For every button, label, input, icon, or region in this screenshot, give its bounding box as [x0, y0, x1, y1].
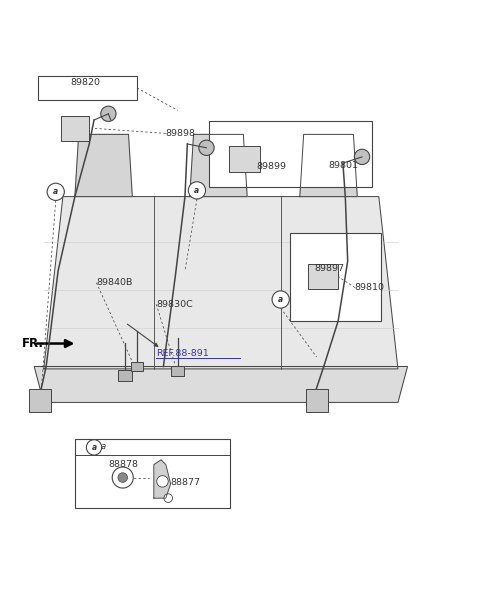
- Bar: [29, 389, 51, 412]
- Bar: [38, 75, 137, 101]
- Text: a: a: [92, 443, 96, 452]
- Bar: [229, 146, 260, 173]
- Circle shape: [354, 149, 370, 165]
- Text: 89801: 89801: [328, 161, 359, 170]
- Polygon shape: [154, 460, 170, 498]
- Text: 89897: 89897: [314, 264, 344, 273]
- Text: 89898: 89898: [166, 129, 196, 138]
- Circle shape: [47, 183, 64, 201]
- Bar: [306, 389, 327, 412]
- Circle shape: [118, 473, 128, 482]
- Bar: [209, 122, 372, 187]
- Bar: [171, 365, 184, 376]
- Polygon shape: [190, 134, 247, 196]
- Circle shape: [101, 106, 116, 122]
- Circle shape: [272, 291, 289, 308]
- Polygon shape: [34, 367, 408, 403]
- Text: a: a: [101, 443, 106, 452]
- Polygon shape: [44, 196, 398, 369]
- Bar: [308, 264, 337, 289]
- Text: 89899: 89899: [257, 162, 287, 171]
- Circle shape: [188, 181, 205, 199]
- Circle shape: [199, 140, 214, 155]
- Polygon shape: [75, 134, 132, 196]
- Bar: [290, 234, 381, 321]
- Circle shape: [112, 467, 133, 488]
- Text: FR.: FR.: [22, 337, 44, 350]
- Text: 88877: 88877: [170, 478, 201, 487]
- Circle shape: [164, 494, 172, 503]
- Text: a: a: [278, 295, 283, 304]
- Circle shape: [157, 476, 168, 487]
- Text: 88878: 88878: [108, 460, 138, 469]
- Text: REF.88-891: REF.88-891: [156, 349, 209, 358]
- Bar: [131, 362, 144, 371]
- Text: 89820: 89820: [70, 78, 100, 87]
- Bar: [75, 439, 230, 508]
- Text: a: a: [194, 186, 200, 195]
- Text: 89830C: 89830C: [156, 300, 193, 309]
- Circle shape: [86, 440, 102, 455]
- Text: 89810: 89810: [355, 283, 385, 292]
- Polygon shape: [300, 134, 357, 196]
- Text: 89840B: 89840B: [96, 279, 133, 288]
- Bar: [60, 116, 89, 141]
- Bar: [119, 370, 132, 381]
- Text: a: a: [53, 187, 58, 196]
